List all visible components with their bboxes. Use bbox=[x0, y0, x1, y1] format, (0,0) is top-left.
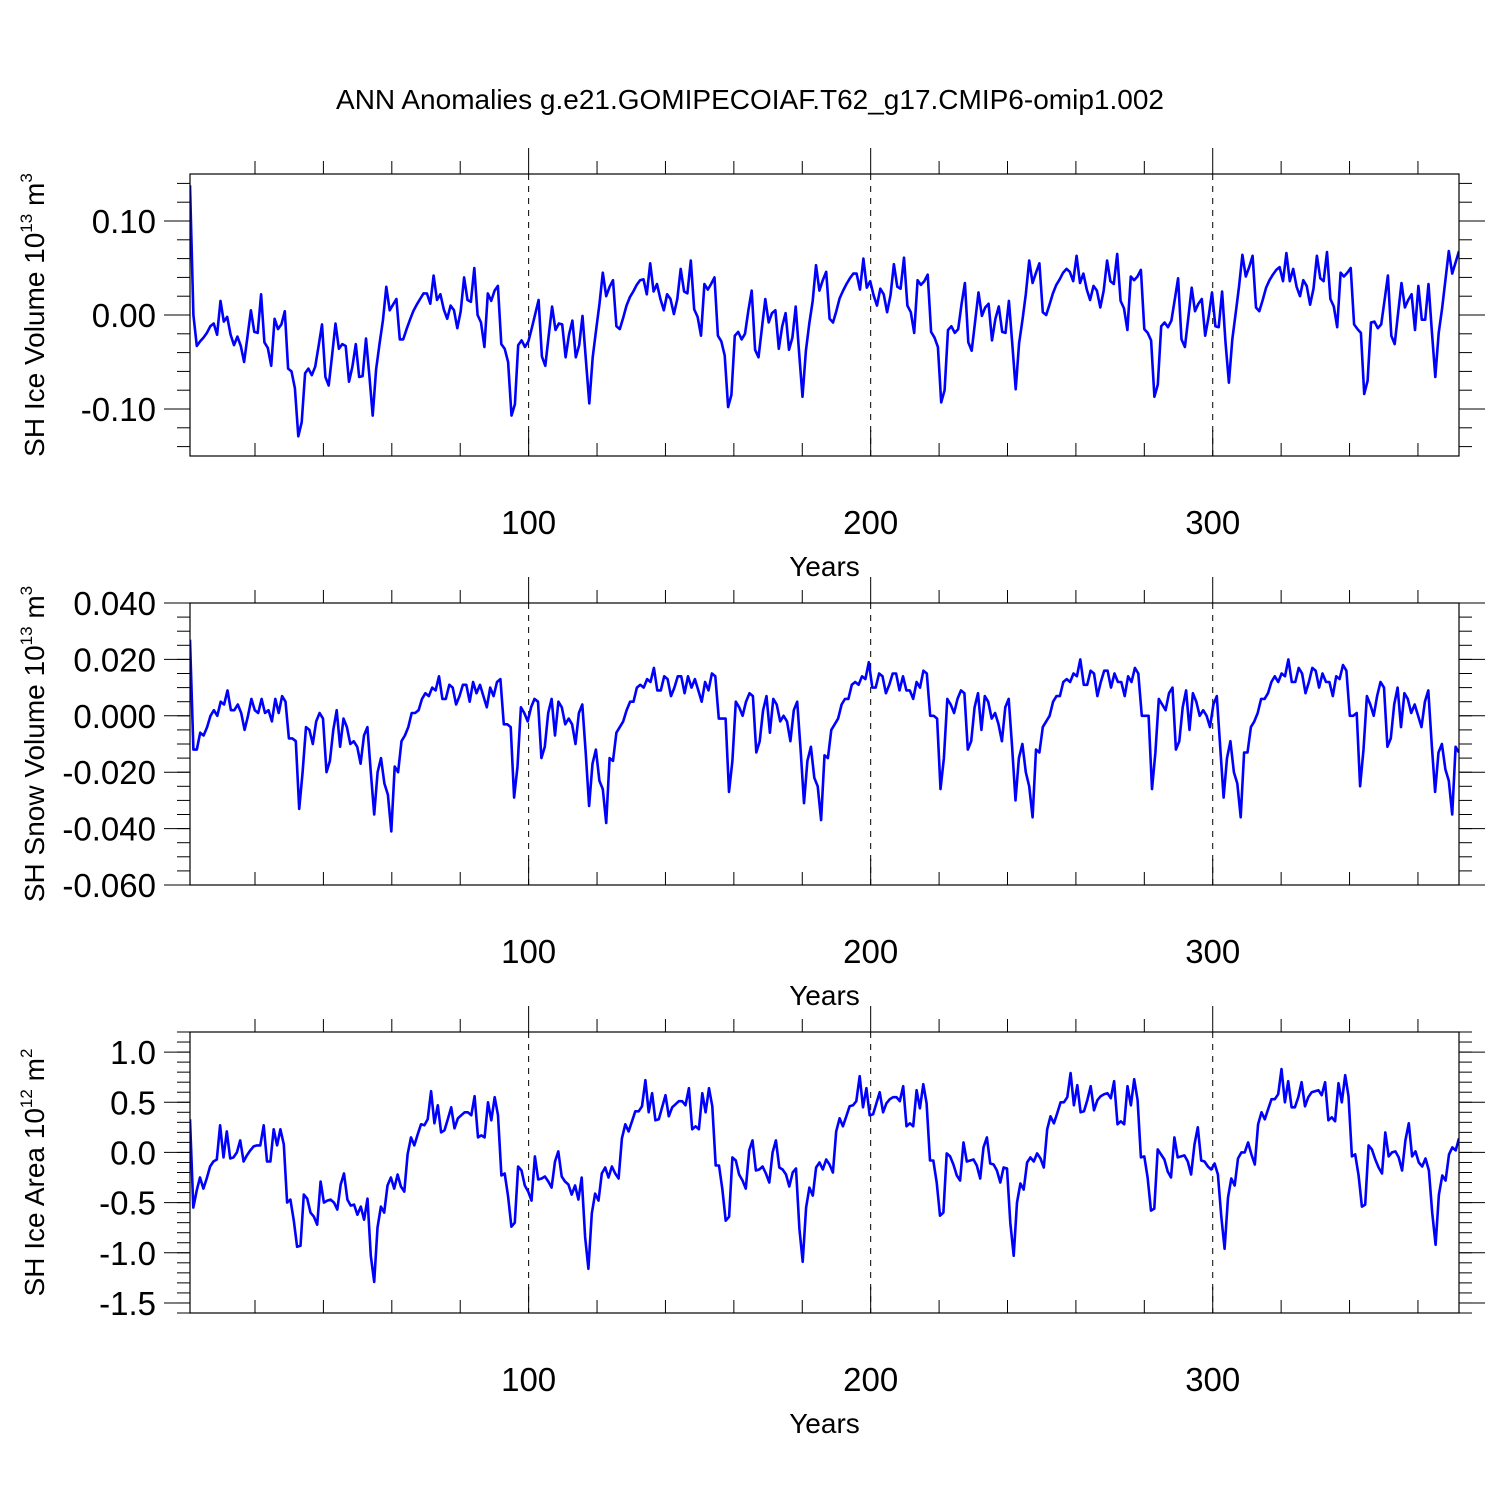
ice-volume-y-tick-label: -0.10 bbox=[81, 391, 156, 428]
ice-area-y-tick-label: 0.0 bbox=[110, 1134, 156, 1171]
ice-area-y-tick-label: 1.0 bbox=[110, 1034, 156, 1071]
ice-area-frame bbox=[189, 1031, 1460, 1314]
ice-area-y-axis-title: SH Ice Area 1012 m2 bbox=[17, 1049, 50, 1297]
snow-volume-x-tick-label: 200 bbox=[843, 933, 898, 970]
ice-area-series-line bbox=[190, 1067, 1459, 1284]
snow-volume-panel: -0.060 -0.040 -0.020 0.000 0.020 0.040 100 200 3… bbox=[17, 577, 1485, 1011]
snow-volume-y-tick-label: -0.060 bbox=[62, 867, 156, 904]
ice-volume-panel: -0.10 0.00 0.10 100 200 300 Years SH Ice Volume… bbox=[17, 148, 1485, 582]
snow-volume-frame bbox=[189, 602, 1460, 886]
ice-volume-x-tick-label: 300 bbox=[1185, 504, 1240, 541]
ice-volume-y-tick-label: 0.10 bbox=[92, 203, 156, 240]
ice-area-x-tick-label: 200 bbox=[843, 1361, 898, 1398]
ice-area-x-tick-label: 300 bbox=[1185, 1361, 1240, 1398]
snow-volume-x-tick-label: 300 bbox=[1185, 933, 1240, 970]
ice-volume-series-line bbox=[190, 185, 1459, 438]
ice-area-x-tick-label: 100 bbox=[501, 1361, 556, 1398]
ice-area-x-axis-title: Years bbox=[789, 1408, 860, 1439]
snow-volume-series-line bbox=[190, 639, 1459, 833]
chart-title: ANN Anomalies g.e21.GOMIPECOIAF.T62_g17.… bbox=[336, 84, 1164, 115]
ice-volume-x-axis-title: Years bbox=[789, 551, 860, 582]
ice-volume-frame bbox=[189, 173, 1460, 457]
snow-volume-x-tick-label: 100 bbox=[501, 933, 556, 970]
snow-volume-y-tick-label: 0.000 bbox=[73, 698, 156, 735]
ice-area-y-tick-label: -1.5 bbox=[99, 1285, 156, 1322]
snow-volume-y-tick-label: 0.020 bbox=[73, 641, 156, 678]
ice-volume-x-tick-label: 200 bbox=[843, 504, 898, 541]
snow-volume-x-axis-title: Years bbox=[789, 980, 860, 1011]
snow-volume-y-tick-label: 0.040 bbox=[73, 585, 156, 622]
ice-area-y-tick-label: 0.5 bbox=[110, 1084, 156, 1121]
ice-area-y-tick-label: -0.5 bbox=[99, 1185, 156, 1222]
ice-area-panel: -1.5 -1.0 -0.5 0.0 0.5 1.0 100 200 300 Years SH Ic… bbox=[17, 1006, 1485, 1439]
snow-volume-y-axis-title: SH Snow Volume 1013 m3 bbox=[17, 586, 50, 902]
ice-volume-y-tick-label: 0.00 bbox=[92, 297, 156, 334]
ice-volume-x-tick-label: 100 bbox=[501, 504, 556, 541]
snow-volume-y-tick-label: -0.040 bbox=[62, 811, 156, 848]
snow-volume-y-tick-label: -0.020 bbox=[62, 754, 156, 791]
ice-volume-y-axis-title: SH Ice Volume 1013 m3 bbox=[17, 173, 50, 457]
ice-area-y-tick-label: -1.0 bbox=[99, 1235, 156, 1272]
